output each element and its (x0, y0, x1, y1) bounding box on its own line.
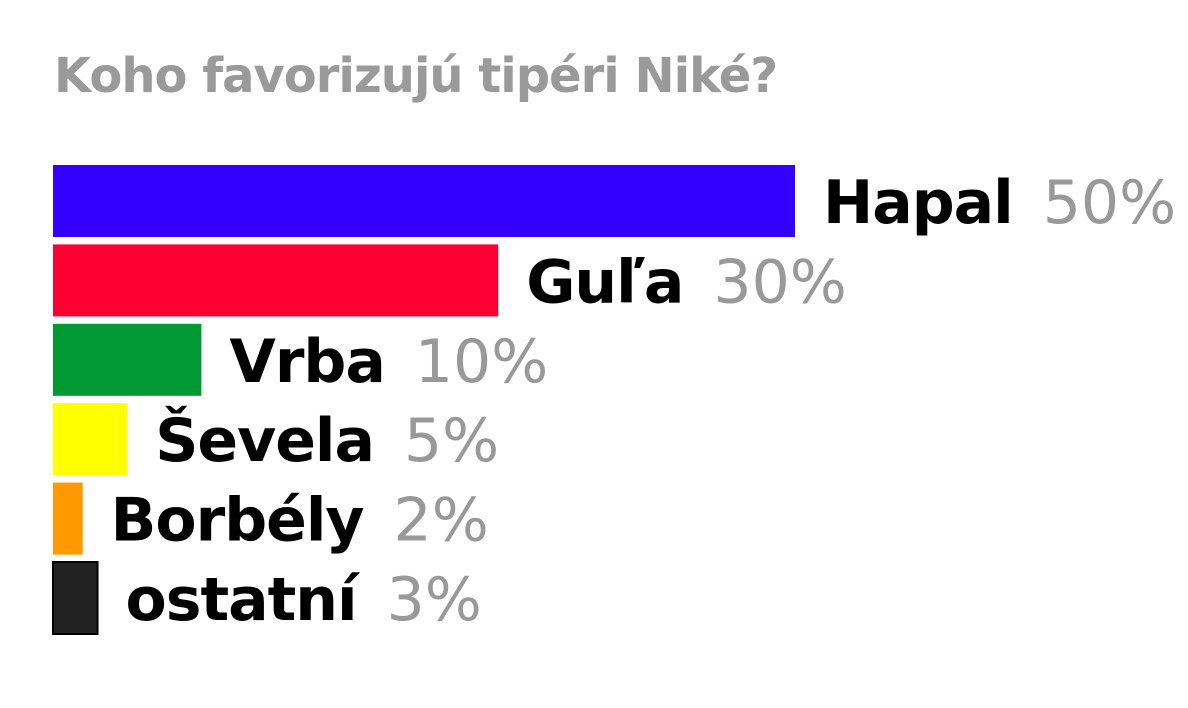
value-label: 30% (713, 247, 846, 317)
category-label: Vrba (229, 327, 384, 397)
category-label: Ševela (155, 405, 374, 476)
value-label: 5% (404, 406, 499, 476)
value-label: 2% (394, 486, 489, 556)
bar-0 (53, 165, 795, 237)
bar-label-5: ostatní 3% (126, 565, 482, 635)
bar-2 (53, 323, 202, 396)
bar-label-4: Borbély 2% (111, 486, 489, 556)
bar-3 (53, 403, 128, 476)
category-label: ostatní (126, 565, 362, 635)
bar-4 (53, 482, 83, 555)
bar-label-0: Hapal 50% (823, 168, 1176, 238)
bar-5 (52, 561, 99, 635)
bar-label-2: Vrba 10% (229, 327, 548, 397)
category-label: Borbély (111, 486, 365, 556)
bar-1 (53, 244, 499, 317)
category-label: Guľa (526, 247, 683, 317)
value-label: 50% (1043, 168, 1176, 238)
value-label: 3% (387, 565, 482, 635)
bar-label-3: Ševela 5% (155, 405, 499, 476)
category-label: Hapal (823, 168, 1013, 238)
value-label: 10% (415, 327, 548, 397)
chart-title: Koho favorizujú tipéri Niké? (54, 48, 778, 104)
bar-label-1: Guľa 30% (526, 247, 847, 317)
